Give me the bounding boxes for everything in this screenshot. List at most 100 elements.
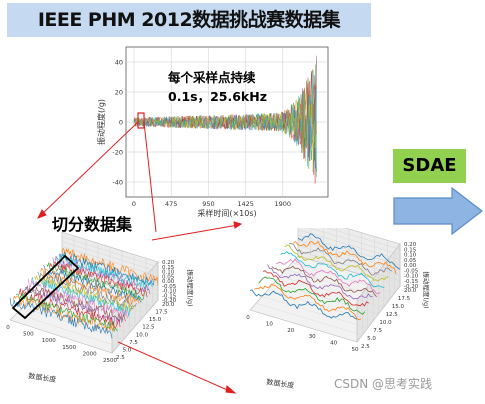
title-banner bbox=[7, 3, 371, 37]
annotation-line-1: 每个采样点持续 bbox=[168, 70, 256, 85]
signal-trace bbox=[133, 68, 317, 173]
grid-line bbox=[61, 236, 159, 267]
waveform-row bbox=[34, 274, 134, 312]
waveform-row bbox=[15, 292, 118, 332]
grid-line bbox=[291, 262, 395, 294]
y-tick-label: 0 bbox=[119, 119, 123, 127]
waveform-row bbox=[267, 264, 373, 300]
waveform-row bbox=[49, 261, 148, 298]
right-x-axis-label: 数据长度 bbox=[266, 377, 295, 390]
signal-traces bbox=[133, 55, 317, 184]
grid-line bbox=[255, 303, 363, 336]
sdae-label: SDAE bbox=[402, 155, 457, 176]
waveform-row bbox=[43, 265, 142, 303]
depth-tick-label: 17.5 bbox=[155, 310, 168, 316]
waveform-row bbox=[58, 251, 156, 286]
waveform-row bbox=[18, 288, 121, 328]
waveform-row bbox=[28, 278, 129, 319]
x-tick-label: 1900 bbox=[275, 200, 292, 208]
depth-tick-label: 12.5 bbox=[142, 325, 155, 331]
waveform-row bbox=[280, 251, 385, 288]
grid-line bbox=[309, 228, 401, 255]
depth-tick-label: 12.5 bbox=[386, 312, 399, 318]
x-tick-label: 1425 bbox=[237, 200, 254, 208]
grid-line bbox=[327, 228, 401, 250]
watermark: CSDN @思考实践 bbox=[334, 377, 433, 391]
right-y-axis-label: 振动程度(/g) bbox=[422, 271, 431, 308]
z-tick-label: -0.05 bbox=[162, 284, 177, 290]
sdae-box bbox=[393, 149, 466, 183]
waveform-row bbox=[9, 297, 113, 339]
right-3d-waveforms bbox=[249, 233, 401, 321]
z-tick-label: -0.20 bbox=[162, 298, 177, 304]
depth-tick-label: 20.0 bbox=[162, 302, 175, 308]
waveform-row bbox=[254, 283, 362, 321]
waveform-row bbox=[276, 258, 381, 294]
depth-tick-label: 5.0 bbox=[367, 336, 376, 342]
y-tick-label: -40 bbox=[112, 179, 123, 187]
z-tick-label: 0.15 bbox=[404, 247, 417, 253]
segment-dataset-label: 切分数据集 bbox=[52, 215, 133, 234]
x-tick-label: 475 bbox=[165, 200, 177, 208]
depth-tick-label: 7.5 bbox=[373, 328, 382, 334]
z-tick-label: 0.20 bbox=[162, 260, 175, 266]
left-x-tick-labels: 0 500 1000 1500 2000 2500 bbox=[6, 325, 117, 364]
z-tick-label: 0.10 bbox=[162, 270, 175, 276]
z-tick-label: 0.05 bbox=[404, 258, 417, 264]
x-axis-label: 采样时间(×10s) bbox=[197, 208, 256, 218]
z-tick-label: -0.10 bbox=[162, 289, 177, 295]
segmented-3d-plot-left: 0 500 1000 1500 2000 2500 0.200.150.100.050.0… bbox=[6, 231, 195, 384]
y-tick-label: -20 bbox=[112, 149, 123, 157]
x-tick-labels: 0 475 950 1425 1900 bbox=[132, 200, 291, 208]
y-tick-label: 40 bbox=[115, 59, 123, 67]
x-tick-label: 2000 bbox=[83, 351, 97, 357]
waveform-row bbox=[52, 256, 151, 295]
z-tick-label: 0.20 bbox=[404, 242, 417, 248]
waveform-row bbox=[249, 289, 358, 320]
depth-tick-label: 2.5 bbox=[361, 344, 370, 350]
depth-tick-label: 5.0 bbox=[123, 347, 132, 353]
right-arrow-shape bbox=[393, 186, 483, 236]
grid-line bbox=[61, 241, 159, 272]
right-x-tick-labels: 0 10 20 30 40 50 bbox=[246, 315, 359, 353]
grid-line bbox=[261, 296, 368, 329]
depth-tick-label: 2.5 bbox=[116, 355, 125, 361]
x-tick-label: 40 bbox=[330, 341, 337, 347]
waveform-row bbox=[293, 241, 397, 274]
depth-tick-label: 15.0 bbox=[149, 317, 162, 323]
signal-trace bbox=[133, 84, 317, 169]
x-tick-label: 0 bbox=[132, 200, 136, 208]
waveform-row bbox=[37, 271, 137, 310]
y-tick-labels: 40 20 0 -20 -40 bbox=[112, 59, 123, 187]
left-y-axis-label: 振动程度(/g) bbox=[186, 269, 195, 306]
grid-line bbox=[16, 313, 118, 347]
z-tick-label: 0.00 bbox=[162, 279, 175, 285]
z-tick-label: -0.20 bbox=[404, 284, 419, 290]
y-axis-label: 振动程度(/g) bbox=[96, 99, 106, 145]
depth-tick-label: 10.0 bbox=[379, 320, 392, 326]
waveform-row bbox=[297, 233, 401, 270]
depth-tick-label: 10.0 bbox=[136, 332, 149, 338]
right-3d-grid bbox=[249, 228, 401, 343]
x-tick-label: 30 bbox=[309, 334, 316, 340]
left-x-axis-label: 数据长度 bbox=[28, 371, 57, 384]
z-tick-label: -0.15 bbox=[162, 293, 177, 299]
x-tick-label: 950 bbox=[202, 200, 214, 208]
sampling-annotation: 每个采样点持续 0.1s，25.6kHz bbox=[168, 68, 267, 106]
right-z-tick-labels: 0.200.150.100.050.00-0.05-0.10-0.15-0.20 bbox=[404, 242, 419, 290]
z-tick-label: 0.00 bbox=[404, 263, 417, 269]
x-tick-label: 10 bbox=[266, 321, 273, 327]
x-tick-label: 0 bbox=[6, 325, 10, 331]
left-3d-waveforms bbox=[9, 247, 159, 339]
grid-line bbox=[285, 269, 390, 301]
depth-tick-label: 15.0 bbox=[392, 304, 405, 310]
x-tick-label: 2500 bbox=[103, 358, 117, 364]
diagram-title: IEEE PHM 2012数据挑战赛数据集 bbox=[37, 9, 341, 31]
x-tick-label: 1000 bbox=[42, 338, 56, 344]
connector-arrowhead-1 bbox=[36, 209, 47, 219]
depth-tick-label: 7.5 bbox=[129, 340, 138, 346]
z-tick-label: -0.15 bbox=[404, 279, 419, 285]
depth-tick-label: 20.0 bbox=[404, 288, 417, 294]
grid-line bbox=[297, 234, 401, 266]
